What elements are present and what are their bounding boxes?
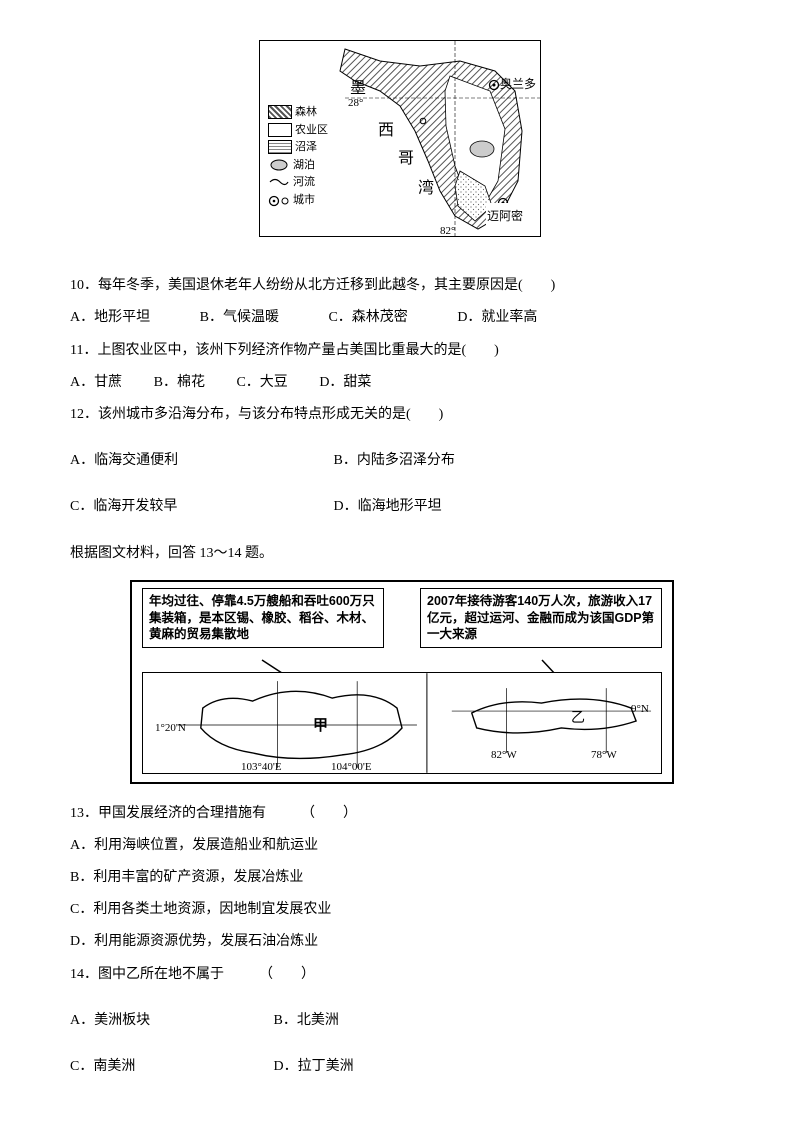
- q12-a: A．临海交通便利: [70, 445, 330, 477]
- q11-d: D．甜菜: [319, 367, 371, 399]
- q10-options: A．地形平坦 B．气候温暖 C．森林茂密 D．就业率高: [70, 302, 730, 334]
- intro-13-14: 根据图文材料，回答 13～14 题。: [70, 538, 730, 570]
- q14-b: B．北美洲: [274, 1005, 534, 1037]
- textbox-yi: 2007年接待游客140万人次，旅游收入17亿元，超过运河、金融而成为该国GDP…: [420, 588, 662, 649]
- legend-lake: 湖泊: [293, 157, 315, 174]
- q10-a: A．地形平坦: [70, 302, 150, 334]
- q14-c: C．南美洲: [70, 1051, 270, 1083]
- q12-c: C．临海开发较早: [70, 491, 330, 523]
- q12-text: 12．该州城市多沿海分布，与该分布特点形成无关的是( ): [70, 399, 730, 431]
- q13-d: D．利用能源资源优势，发展石油冶炼业: [70, 926, 730, 958]
- legend-river: 河流: [293, 174, 315, 191]
- q14-options-2: C．南美洲 D．拉丁美洲: [70, 1051, 730, 1083]
- yi-label: 乙: [571, 703, 585, 735]
- lat-9n: 9°N: [631, 697, 649, 722]
- q11-text: 11．上图农业区中，该州下列经济作物产量占美国比重最大的是( ): [70, 335, 730, 367]
- gulf-char-2: 西: [378, 113, 394, 150]
- q14-d: D．拉丁美洲: [274, 1051, 534, 1083]
- legend-swamp: 沼泽: [295, 139, 317, 156]
- q11-a: A．甘蔗: [70, 367, 122, 399]
- q13-text: 13．甲国发展经济的合理措施有 （ ）: [70, 798, 730, 830]
- q10-d: D．就业率高: [457, 302, 537, 334]
- q12-d: D．临海地形平坦: [334, 491, 594, 523]
- legend-farm: 农业区: [295, 122, 328, 139]
- q13-b: B．利用丰富的矿产资源，发展冶炼业: [70, 862, 730, 894]
- q11-options: A．甘蔗 B．棉花 C．大豆 D．甜菜: [70, 367, 730, 399]
- lon-78w: 78°W: [591, 743, 617, 768]
- gulf-char-4: 湾: [418, 171, 434, 208]
- legend-forest: 森林: [295, 104, 317, 121]
- lon-82w: 82°W: [491, 743, 517, 768]
- q12-options-1: A．临海交通便利 B．内陆多沼泽分布: [70, 445, 730, 477]
- lat-1-20n: 1°20'N: [155, 716, 186, 741]
- textbox-jia: 年均过往、停靠4.5万艘船和吞吐600万只集装箱，是本区锡、橡胶、稻谷、木材、黄…: [142, 588, 384, 649]
- diagram-13-14: 年均过往、停靠4.5万艘船和吞吐600万只集装箱，是本区锡、橡胶、稻谷、木材、黄…: [130, 580, 730, 784]
- q14-options-1: A．美洲板块 B．北美洲: [70, 1005, 730, 1037]
- florida-map: 28° 82° 墨 西 哥 湾 奥兰多 迈阿密 森林 农业区 沼泽 湖泊 河流 …: [70, 40, 730, 250]
- q13-a: A．利用海峡位置，发展造船业和航运业: [70, 830, 730, 862]
- orlando-label: 奥兰多: [500, 71, 536, 99]
- q14-text: 14．图中乙所在地不属于 （ ）: [70, 959, 730, 991]
- lon-82: 82°: [440, 219, 455, 244]
- legend-city: 城市: [293, 192, 315, 209]
- gulf-char-1: 墨: [350, 71, 366, 108]
- q12-b: B．内陆多沼泽分布: [334, 445, 594, 477]
- jia-label: 甲: [313, 709, 328, 744]
- q11-c: C．大豆: [236, 367, 287, 399]
- q10-c: C．森林茂密: [328, 302, 407, 334]
- q13-c: C．利用各类土地资源，因地制宜发展农业: [70, 894, 730, 926]
- gulf-char-3: 哥: [398, 141, 414, 178]
- q14-a: A．美洲板块: [70, 1005, 270, 1037]
- q10-text: 10．每年冬季，美国退休老年人纷纷从北方迁移到此越冬，其主要原因是( ): [70, 270, 730, 302]
- lon-104-00e: 104°00'E: [331, 755, 372, 780]
- q12-options-2: C．临海开发较早 D．临海地形平坦: [70, 491, 730, 523]
- q11-b: B．棉花: [154, 367, 205, 399]
- q10-b: B．气候温暖: [200, 302, 279, 334]
- miami-label: 迈阿密: [486, 203, 524, 231]
- map-legend: 森林 农业区 沼泽 湖泊 河流 城市: [268, 103, 328, 209]
- lon-103-40e: 103°40'E: [241, 755, 282, 780]
